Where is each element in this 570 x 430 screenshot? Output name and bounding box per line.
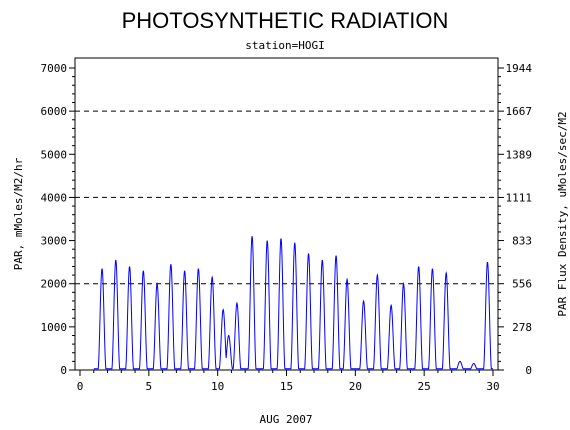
y-tick-label-right: 0 — [525, 364, 532, 377]
y-tick-label-right: 833 — [512, 235, 532, 248]
reference-lines — [75, 110, 498, 285]
y-axis-label-left: PAR, mMoles/M2/hr — [12, 157, 25, 270]
y-tick-label-right: 1111 — [506, 191, 533, 204]
chart-title: PHOTOSYNTHETIC RADIATION — [122, 8, 449, 33]
y-tick-label-left: 0 — [60, 364, 67, 377]
y-tick-label-right: 556 — [512, 278, 532, 291]
x-tick-label: 25 — [418, 380, 431, 393]
x-tick-label: 30 — [486, 380, 499, 393]
y-tick-label-left: 5000 — [41, 148, 68, 161]
x-tick-label: 15 — [280, 380, 293, 393]
y-tick-label-left: 1000 — [41, 321, 68, 334]
y-tick-label-left: 2000 — [41, 278, 68, 291]
par-series-line — [93, 236, 493, 370]
y-tick-label-right: 278 — [512, 321, 532, 334]
y-tick-label-left: 6000 — [41, 105, 68, 118]
x-tick-label: 10 — [211, 380, 224, 393]
x-tick-label: 5 — [146, 380, 153, 393]
x-tick-label: 0 — [77, 380, 84, 393]
x-axis-label: AUG 2007 — [260, 413, 313, 426]
y-tick-label-right: 1389 — [506, 148, 533, 161]
y-tick-label-right: 1944 — [506, 62, 533, 75]
y-tick-label-left: 7000 — [41, 62, 68, 75]
y-tick-label-right: 1667 — [506, 105, 533, 118]
x-tick-label: 20 — [349, 380, 362, 393]
y-axis-label-right: PAR Flux Density, uMoles/sec/M2 — [556, 111, 569, 316]
chart-subtitle: station=HOGI — [245, 39, 324, 52]
y-tick-label-left: 3000 — [41, 235, 68, 248]
y-tick-label-left: 4000 — [41, 191, 68, 204]
series-layer — [93, 236, 493, 370]
